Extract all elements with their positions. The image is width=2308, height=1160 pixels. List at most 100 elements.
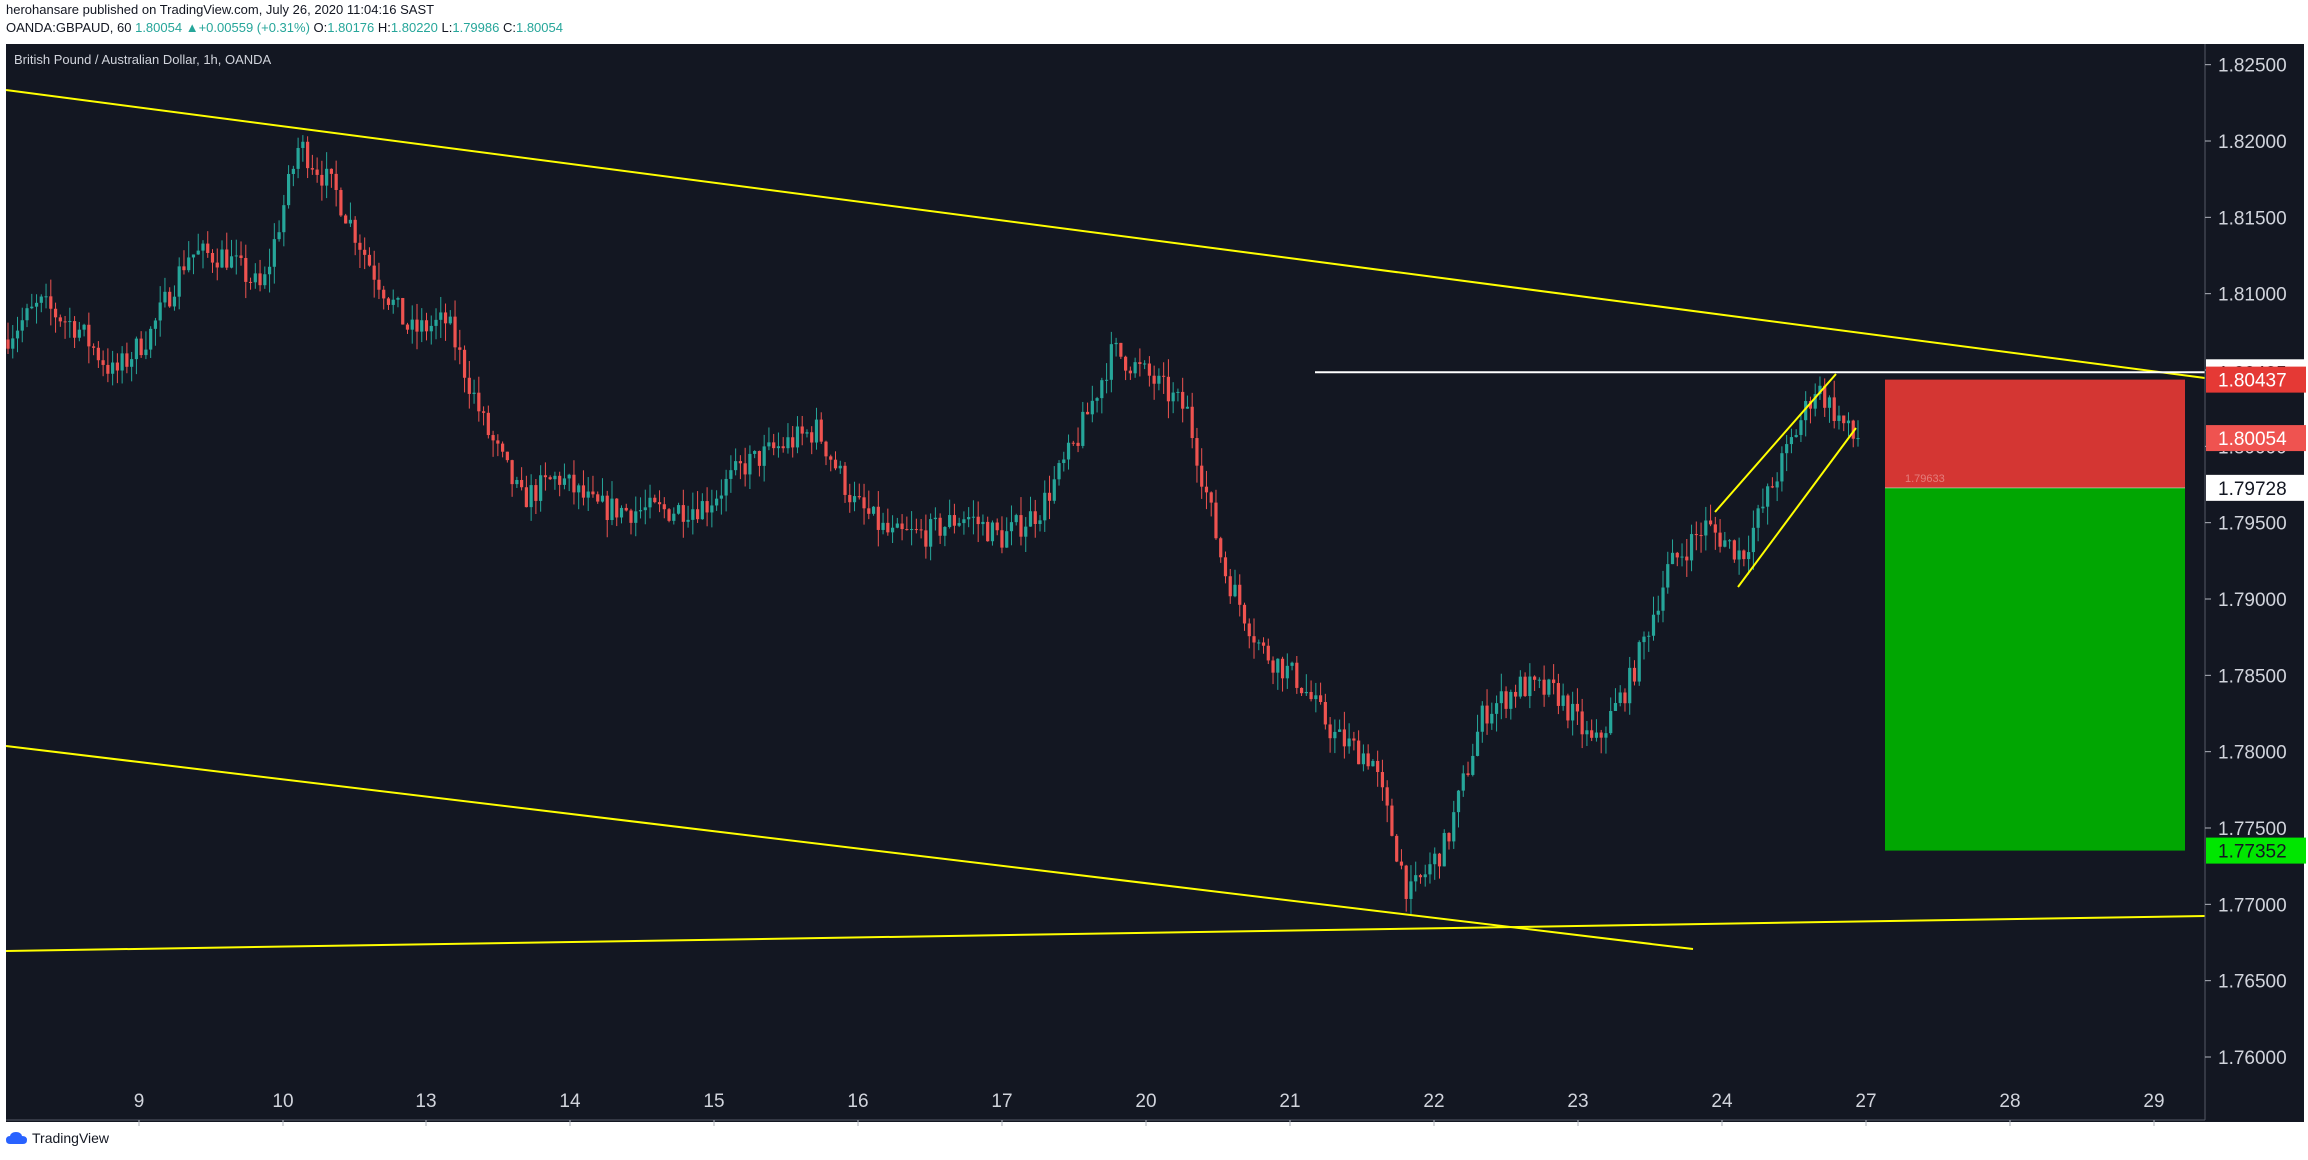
candle-body bbox=[1395, 835, 1399, 862]
candle-body bbox=[929, 519, 933, 547]
candle-body bbox=[957, 523, 961, 526]
price-tick-label: 1.81000 bbox=[2218, 285, 2287, 306]
candle-body bbox=[952, 515, 957, 526]
candle-body bbox=[367, 254, 372, 266]
close-value: 1.80054 bbox=[515, 20, 563, 35]
last-price-text: 1.80054 bbox=[135, 20, 183, 35]
candle-body bbox=[20, 320, 24, 331]
candle-body bbox=[643, 507, 647, 511]
candle-body bbox=[743, 463, 747, 475]
candle-body bbox=[672, 513, 676, 521]
candle-body bbox=[558, 475, 562, 485]
candle-body bbox=[248, 281, 253, 283]
candle-body bbox=[1566, 695, 1570, 721]
candle-body bbox=[529, 485, 533, 508]
candle-body bbox=[534, 485, 538, 501]
candle-body bbox=[382, 289, 386, 299]
candle-body bbox=[1104, 379, 1109, 381]
upper-channel-line bbox=[5, 89, 2206, 379]
candle-body bbox=[1366, 753, 1370, 767]
candle-body bbox=[1000, 530, 1004, 548]
candle-body bbox=[130, 359, 134, 367]
candle-body bbox=[306, 141, 310, 169]
candle-body bbox=[1528, 676, 1532, 697]
candle-body bbox=[1599, 732, 1603, 738]
candle-body bbox=[1632, 667, 1637, 682]
candle-body bbox=[391, 299, 395, 305]
candle-body bbox=[1846, 420, 1851, 424]
candle-body bbox=[1418, 875, 1423, 878]
candle-body bbox=[201, 243, 205, 251]
candle-body bbox=[1447, 832, 1451, 842]
candle-body bbox=[843, 465, 847, 495]
candle-body bbox=[1537, 679, 1541, 681]
candle-body bbox=[662, 504, 666, 510]
candle-body bbox=[591, 491, 595, 495]
candle-body bbox=[234, 255, 238, 257]
candle-body bbox=[1128, 370, 1132, 374]
candle-body bbox=[1109, 344, 1113, 380]
candle-body bbox=[1723, 540, 1727, 547]
candle-body bbox=[348, 219, 353, 224]
candle-body bbox=[1661, 587, 1665, 611]
candle-body bbox=[153, 320, 158, 329]
candle-body bbox=[1775, 481, 1779, 488]
candle-body bbox=[420, 320, 424, 332]
candle-body bbox=[1642, 636, 1646, 643]
position-zones[interactable]: 1.79633 bbox=[1885, 379, 2185, 851]
candle-body bbox=[439, 312, 443, 320]
candle-body bbox=[914, 529, 918, 531]
candle-body bbox=[1585, 730, 1589, 735]
candle-body bbox=[1119, 342, 1123, 357]
candle-body bbox=[1761, 506, 1765, 509]
candle-body bbox=[1561, 695, 1565, 706]
symbol-text: OANDA:GBPAUD, 60 bbox=[6, 20, 132, 35]
candle-body bbox=[1452, 812, 1456, 842]
candle-body bbox=[581, 485, 586, 498]
candle-body bbox=[1789, 437, 1794, 445]
time-tick-label: 28 bbox=[1999, 1091, 2020, 1112]
tradingview-logo[interactable]: TradingView bbox=[6, 1130, 109, 1146]
candle-body bbox=[1314, 695, 1318, 700]
candle-body bbox=[1085, 411, 1090, 415]
drawings[interactable] bbox=[5, 89, 2206, 952]
candle-body bbox=[767, 442, 771, 447]
time-tick-label: 17 bbox=[991, 1091, 1012, 1112]
candle-body bbox=[1043, 492, 1047, 521]
candle-body bbox=[833, 459, 838, 469]
candle-body bbox=[39, 296, 43, 303]
candle-body bbox=[634, 511, 638, 523]
candle-body bbox=[92, 346, 96, 348]
candle-body bbox=[1005, 531, 1009, 548]
price-tick-label: 1.77000 bbox=[2218, 895, 2287, 916]
candle-body bbox=[948, 515, 952, 527]
candle-body bbox=[1442, 832, 1446, 867]
time-tick-label: 13 bbox=[415, 1091, 436, 1112]
candle-body bbox=[272, 239, 276, 267]
candle-body bbox=[286, 174, 291, 206]
candle-body bbox=[909, 529, 914, 531]
tradingview-cloud-icon bbox=[6, 1132, 27, 1144]
candle-body bbox=[15, 330, 20, 339]
candle-body bbox=[505, 451, 509, 461]
candle-body bbox=[1851, 420, 1855, 439]
candle-body bbox=[1176, 391, 1180, 393]
price-tick-label: 1.81500 bbox=[2218, 208, 2287, 229]
candle-body bbox=[1057, 463, 1061, 480]
candle-body bbox=[924, 530, 928, 547]
price-label-bg-stop-loss bbox=[2206, 366, 2306, 393]
price-tick-label: 1.78500 bbox=[2218, 666, 2287, 687]
candle-body bbox=[1019, 515, 1023, 537]
high-label: H: bbox=[377, 20, 391, 35]
candle-body bbox=[1185, 406, 1190, 409]
candle-body bbox=[757, 451, 762, 466]
time-tick-label: 23 bbox=[1567, 1091, 1588, 1112]
publisher-line: herohansare published on TradingView.com… bbox=[6, 2, 434, 17]
candle-body bbox=[1014, 515, 1018, 523]
candle-body bbox=[510, 460, 514, 485]
candle-body bbox=[1219, 538, 1223, 558]
candle-body bbox=[386, 298, 391, 305]
